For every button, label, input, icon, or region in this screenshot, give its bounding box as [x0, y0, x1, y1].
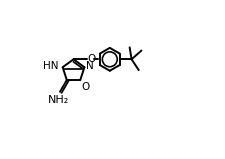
Text: N: N [86, 61, 94, 71]
Text: HN: HN [43, 61, 59, 71]
Text: O: O [81, 82, 90, 92]
Text: NH₂: NH₂ [48, 95, 69, 105]
Text: O: O [87, 54, 96, 64]
